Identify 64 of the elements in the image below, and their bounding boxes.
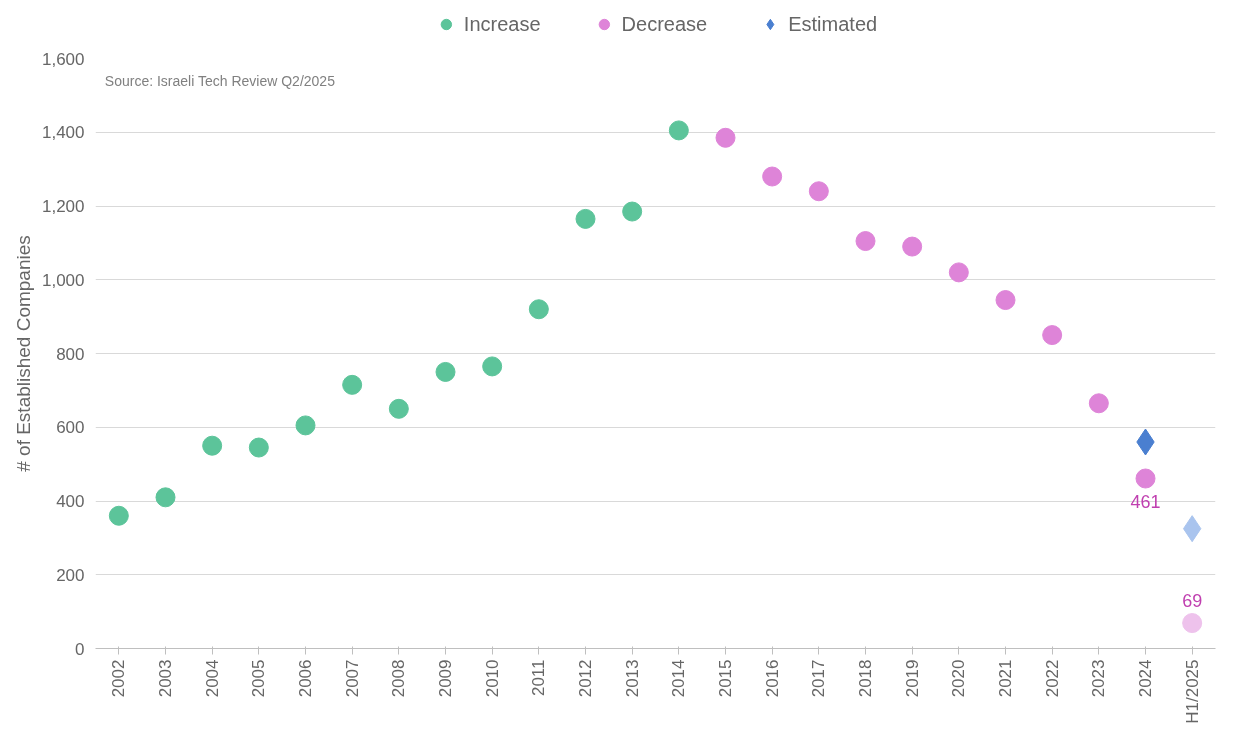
point [948, 262, 969, 283]
y-tick-label: 0 [75, 639, 85, 659]
y-tick-label: 1,000 [41, 270, 85, 290]
legend-label: Increase [463, 12, 541, 36]
point [995, 290, 1016, 311]
y-tick-label: 1,600 [41, 49, 85, 69]
point [575, 208, 596, 229]
x-tick-label: 2020 [949, 659, 969, 698]
x-tick-label: 2006 [296, 659, 315, 698]
x-tick-label: 2009 [436, 659, 455, 698]
y-tick-label: 1,400 [41, 123, 85, 143]
y-tick-label: 600 [56, 418, 85, 438]
x-tick-label: 2023 [1089, 659, 1109, 698]
point [1088, 393, 1109, 414]
y-tick-label: 1,200 [41, 197, 85, 216]
x-tick-label: 2004 [202, 659, 222, 698]
x-tick-label: 2021 [996, 659, 1015, 698]
data-label: 69 [1182, 591, 1203, 612]
y-tick-label: 400 [56, 492, 85, 511]
point [715, 127, 736, 148]
x-tick-label: 2007 [342, 659, 362, 698]
y-tick-label: 800 [56, 344, 85, 364]
x-tick-label: 2003 [156, 659, 175, 698]
x-tick-label: 2024 [1136, 659, 1155, 698]
x-tick-label: 2017 [809, 659, 829, 698]
point [1135, 468, 1156, 489]
point [388, 398, 409, 419]
point [482, 356, 503, 377]
y-tick-label: 200 [56, 565, 85, 585]
annotation: Source: Israeli Tech Review Q2/2025 [104, 73, 336, 90]
y-axis-title: # of Established Companies [12, 235, 34, 472]
x-tick-label: 2013 [622, 659, 642, 698]
x-tick-label: 2018 [856, 659, 875, 698]
x-tick-label: 2011 [529, 659, 549, 697]
point [155, 487, 176, 508]
x-tick-label: 2002 [109, 659, 129, 698]
point [902, 236, 923, 257]
x-tick-label: 2014 [669, 659, 689, 698]
point [762, 166, 783, 187]
x-tick-label: H1/2025 [1182, 659, 1202, 724]
point [808, 181, 829, 202]
x-tick-label: 2015 [716, 659, 735, 698]
data-label: 461 [1130, 491, 1161, 512]
point [248, 437, 269, 458]
point [295, 415, 316, 436]
point [342, 374, 363, 395]
x-tick-label: 2010 [482, 659, 502, 698]
x-tick-label: 2019 [902, 659, 922, 698]
point [855, 231, 876, 252]
point [1042, 325, 1063, 346]
point [1182, 613, 1203, 634]
x-tick-label: 2022 [1042, 659, 1062, 698]
point [435, 361, 456, 382]
x-tick-label: 2016 [762, 659, 782, 698]
x-tick-label: 2008 [389, 659, 409, 698]
point [202, 435, 223, 456]
legend-label: Estimated [788, 12, 878, 36]
x-tick-label: 2012 [576, 659, 595, 698]
point [622, 201, 643, 222]
point [668, 120, 689, 141]
point [528, 299, 549, 320]
point [108, 505, 129, 526]
legend-label: Decrease [621, 12, 708, 36]
x-tick-label: 2005 [249, 659, 269, 698]
